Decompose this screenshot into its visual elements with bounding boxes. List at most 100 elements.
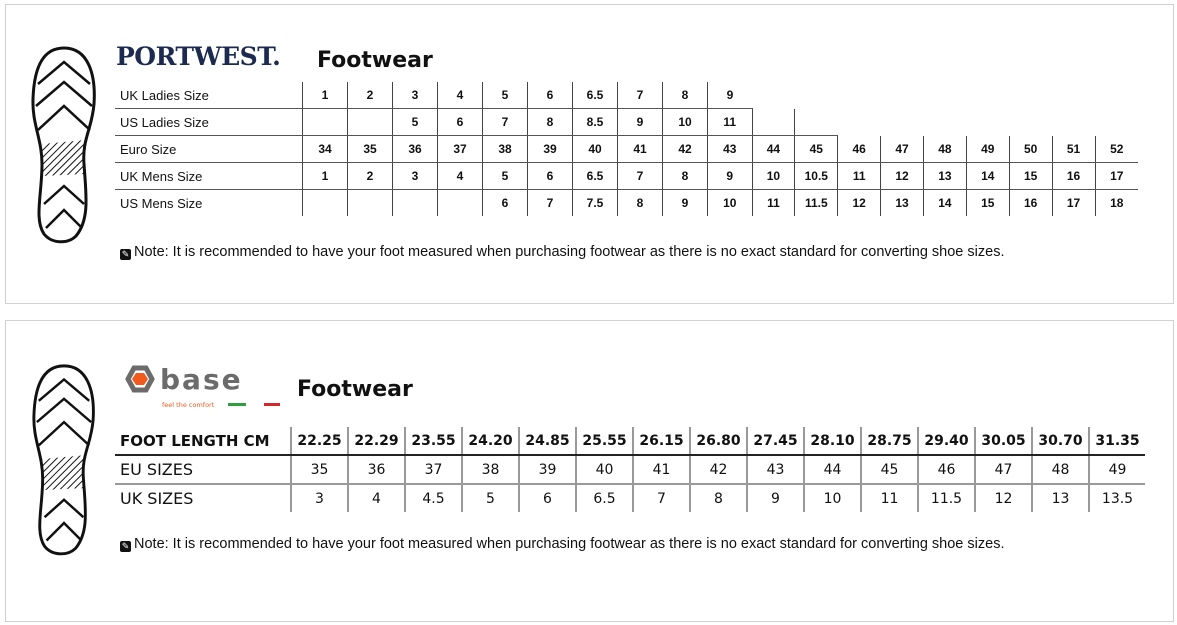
table-cell: 47 bbox=[880, 135, 924, 163]
table-cell: 41 bbox=[617, 135, 663, 163]
note-icon: ✎ bbox=[120, 249, 131, 260]
table-cell: 5 bbox=[392, 108, 438, 136]
table-cell bbox=[302, 108, 348, 136]
row-label: Euro Size bbox=[115, 135, 303, 163]
table-cell: 11 bbox=[837, 162, 881, 190]
table-cell: 28.75 bbox=[860, 427, 918, 456]
shoe-sole-icon bbox=[32, 364, 95, 556]
table-cell: 3 bbox=[290, 484, 348, 512]
table-cell: 11 bbox=[860, 484, 918, 512]
row-label: EU SIZES bbox=[115, 455, 291, 485]
table-cell: 51 bbox=[1051, 135, 1095, 163]
table-cell: 6 bbox=[518, 484, 576, 512]
note-icon: ✎ bbox=[120, 541, 131, 552]
table-cell: 36 bbox=[347, 455, 405, 485]
table-cell: 9 bbox=[662, 189, 708, 216]
table-cell: 6.5 bbox=[575, 484, 633, 512]
table-cell bbox=[302, 189, 348, 216]
table-cell: 4 bbox=[437, 162, 483, 190]
note-text: Note: It is recommended to have your foo… bbox=[134, 244, 1005, 260]
table-cell: 44 bbox=[751, 135, 795, 163]
table-cell: 7 bbox=[482, 108, 528, 136]
table-cell: 8 bbox=[527, 108, 573, 136]
table-cell: 36 bbox=[392, 135, 438, 163]
table-cell: 49 bbox=[965, 135, 1010, 163]
table-cell: 22.25 bbox=[290, 427, 348, 456]
table-cell bbox=[347, 108, 393, 136]
table-cell: 37 bbox=[437, 135, 483, 163]
table-cell: 6 bbox=[482, 189, 528, 216]
table-cell: 50 bbox=[1008, 135, 1053, 163]
table-cell: 6 bbox=[437, 108, 483, 136]
table-cell bbox=[437, 189, 483, 216]
table-cell: 10 bbox=[662, 108, 708, 136]
row-label: UK SIZES bbox=[120, 489, 194, 508]
table-cell: 12 bbox=[837, 189, 881, 216]
table-cell: 7 bbox=[527, 189, 573, 216]
table-cell: 2 bbox=[347, 82, 393, 109]
table-cell: 17 bbox=[1051, 189, 1095, 216]
table-cell: 48 bbox=[923, 135, 967, 163]
table-cell: 7 bbox=[632, 484, 690, 512]
table-cell: 4.5 bbox=[404, 484, 462, 512]
table-cell: 41 bbox=[632, 455, 690, 485]
table-cell: 5 bbox=[482, 82, 528, 109]
base-logo-wordmark: base bbox=[160, 364, 243, 396]
table-cell: 25.55 bbox=[575, 427, 633, 456]
table-cell: 8.5 bbox=[572, 108, 618, 136]
table-cell: 10.5 bbox=[794, 162, 838, 190]
table-cell: 30.05 bbox=[974, 427, 1032, 456]
base-size-table: FOOT LENGTH CM 22.25 22.29 23.55 24.20 24.85 2… bbox=[115, 427, 1145, 512]
row-label: UK Mens Size bbox=[115, 162, 303, 190]
table-cell: 18 bbox=[1094, 189, 1138, 216]
table-cell: 14 bbox=[965, 162, 1010, 190]
table-cell bbox=[751, 108, 795, 136]
note-text: Note: It is recommended to have your foo… bbox=[134, 536, 1005, 552]
table-cell: 6 bbox=[527, 82, 573, 109]
table-cell: 3 bbox=[392, 82, 438, 109]
table-cell: 13 bbox=[1031, 484, 1089, 512]
table-cell: 35 bbox=[347, 135, 393, 163]
table-cell: 7 bbox=[617, 82, 663, 109]
table-cell bbox=[392, 189, 438, 216]
table-cell: 8 bbox=[662, 82, 708, 109]
table-cell: 31.35 bbox=[1088, 427, 1145, 456]
table-cell: 14 bbox=[923, 189, 967, 216]
table-cell: 6.5 bbox=[572, 162, 618, 190]
table-cell: 43 bbox=[707, 135, 752, 163]
table-cell: 42 bbox=[689, 455, 747, 485]
table-cell: 40 bbox=[575, 455, 633, 485]
table-cell: 47 bbox=[974, 455, 1032, 485]
table-cell: 29.40 bbox=[917, 427, 975, 456]
table-cell: 35 bbox=[290, 455, 348, 485]
table-cell: 42 bbox=[662, 135, 708, 163]
shoe-sole-icon bbox=[31, 46, 96, 244]
table-cell: 15 bbox=[1008, 162, 1053, 190]
table-cell: 40 bbox=[572, 135, 618, 163]
table-cell bbox=[347, 189, 393, 216]
row-label: US Mens Size bbox=[120, 195, 203, 211]
table-cell: 39 bbox=[527, 135, 573, 163]
table-cell: 52 bbox=[1094, 135, 1138, 163]
table-row: UK Ladies Size 1 2 3 4 5 6 6.5 7 8 9 bbox=[115, 82, 1138, 109]
table-row: EU SIZES 35 36 37 38 39 40 41 42 43 44 45 46 47 48 49 bbox=[115, 455, 1145, 485]
table-cell: 9 bbox=[707, 162, 752, 190]
table-cell: 16 bbox=[1051, 162, 1095, 190]
table-cell: 11.5 bbox=[794, 189, 838, 216]
table-cell: 5 bbox=[461, 484, 519, 512]
portwest-logo: PORTWEST. bbox=[116, 42, 281, 71]
row-label: US Ladies Size bbox=[115, 108, 303, 136]
table-cell: 1 bbox=[302, 162, 348, 190]
table-cell: 24.85 bbox=[518, 427, 576, 456]
table-cell: 8 bbox=[689, 484, 747, 512]
table-cell: 5 bbox=[482, 162, 528, 190]
row-label: FOOT LENGTH CM bbox=[115, 427, 291, 456]
table-cell: 16 bbox=[1008, 189, 1053, 216]
table-cell: 49 bbox=[1088, 455, 1145, 485]
table-row: UK Mens Size 1 2 3 4 5 6 6.5 7 8 9 10 10.5 11 12 13 14 15… bbox=[115, 162, 1138, 190]
table-cell: 38 bbox=[482, 135, 528, 163]
table-cell: 13 bbox=[923, 162, 967, 190]
table-cell: 23.55 bbox=[404, 427, 462, 456]
table-cell: 4 bbox=[347, 484, 405, 512]
table-cell: 38 bbox=[461, 455, 519, 485]
